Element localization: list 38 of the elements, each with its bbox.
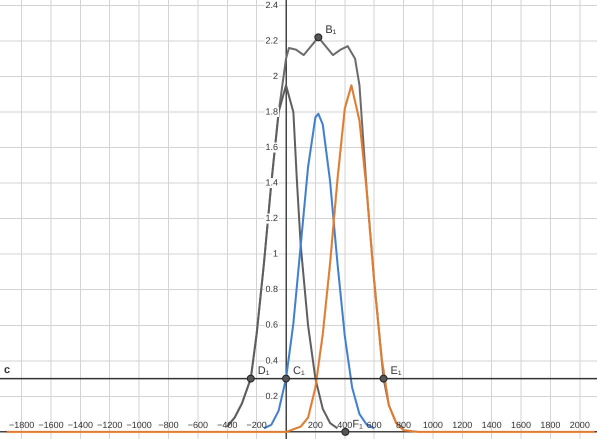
x-tick-label: 1800 xyxy=(540,420,560,430)
x-tick-label: 200 xyxy=(308,420,323,430)
x-tick-label: 600 xyxy=(366,420,382,430)
x-tick-label: −200 xyxy=(246,420,267,430)
x-tick-label: −1600 xyxy=(38,420,64,430)
x-tick-label: −800 xyxy=(158,420,179,430)
point xyxy=(314,33,322,42)
y-tick-label: 0.2 xyxy=(266,390,278,401)
x-tick-label: −1800 xyxy=(8,420,34,430)
y-tick-label: 1.2 xyxy=(266,213,278,224)
point xyxy=(380,374,388,383)
y-tick-label: 0.8 xyxy=(266,284,278,294)
y-tick-label: 2.2 xyxy=(266,35,278,46)
x-tick-label: −1000 xyxy=(126,420,152,430)
y-tick-label: 2.4 xyxy=(266,0,278,10)
x-tick-label: 1200 xyxy=(452,420,472,430)
x-tick-label: −400 xyxy=(217,420,238,430)
annotation: B₁ xyxy=(325,24,337,36)
x-tick-label: 1600 xyxy=(511,420,532,430)
x-tick-label: 1000 xyxy=(422,420,443,430)
annotation: F₁ xyxy=(352,418,364,430)
annotation: D₁ xyxy=(258,365,270,378)
y-tick-label: 0.6 xyxy=(266,320,278,330)
x-tick-label: 1400 xyxy=(482,420,502,430)
y-tick-label: 1 xyxy=(273,248,278,259)
x-tick-label: −600 xyxy=(188,420,208,430)
y-tick-label: 1.6 xyxy=(266,142,278,152)
annotation: C₁ xyxy=(293,365,305,378)
x-tick-label: 2000 xyxy=(570,420,590,430)
x-tick-label: −1400 xyxy=(68,420,93,430)
ref-line-label: c xyxy=(4,364,10,376)
annotation: E₁ xyxy=(390,365,402,378)
x-tick-label: −1200 xyxy=(97,420,122,430)
y-tick-label: 1.8 xyxy=(266,106,278,116)
y-tick-label: 2 xyxy=(273,70,278,81)
point xyxy=(246,374,255,383)
x-tick-label: 400 xyxy=(337,420,352,430)
y-tick-label: 0.4 xyxy=(266,355,278,366)
